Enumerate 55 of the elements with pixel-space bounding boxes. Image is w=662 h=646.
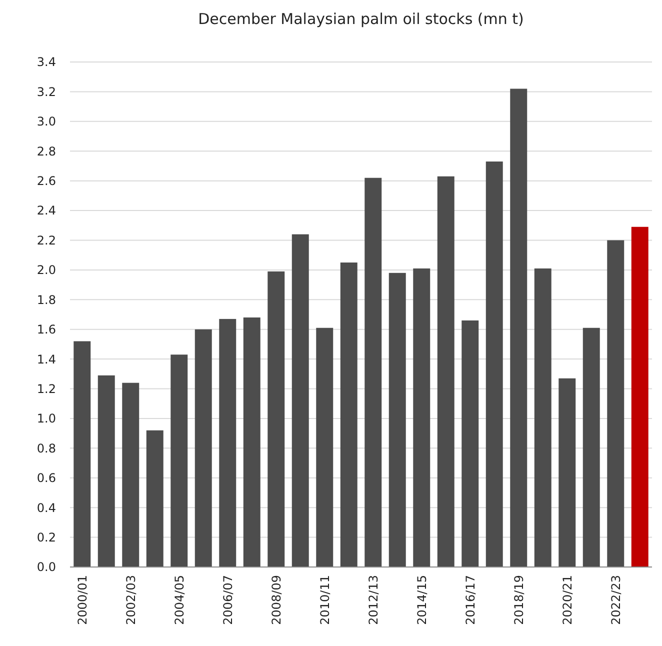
y-tick-label: 1.2	[36, 382, 56, 396]
bar	[558, 378, 576, 567]
bar	[292, 234, 309, 567]
bar	[631, 226, 648, 567]
y-tick-label: 1.4	[36, 352, 56, 366]
y-tick-label: 2.0	[36, 263, 56, 278]
x-tick-label: 2014/15	[414, 575, 429, 625]
y-tick-label: 2.4	[36, 204, 56, 218]
bar	[437, 176, 454, 567]
bar	[243, 317, 260, 567]
bar	[170, 354, 188, 567]
y-tick-label: 0.8	[36, 441, 56, 456]
x-tick-label: 2008/09	[269, 575, 284, 625]
x-tick-label: 2004/05	[172, 575, 186, 625]
x-tick-label: 2020/21	[560, 575, 574, 625]
x-tick-label: 2006/07	[220, 575, 235, 625]
y-tick-label: 0.4	[36, 500, 56, 515]
y-tick-label: 3.4	[36, 55, 56, 70]
y-tick-label: 2.2	[36, 233, 56, 248]
bar	[582, 328, 600, 567]
y-tick-label: 0.0	[36, 560, 56, 574]
bar	[74, 341, 91, 567]
bar	[534, 268, 552, 567]
bar	[194, 329, 212, 567]
bar	[388, 272, 406, 567]
y-tick-label: 0.2	[36, 530, 56, 544]
bar	[462, 320, 479, 567]
bar	[98, 375, 115, 567]
bar	[607, 240, 624, 567]
y-tick-label: 1.8	[36, 292, 56, 307]
y-tick-label: 3.0	[36, 114, 56, 129]
x-tick-label: 2022/23	[608, 575, 623, 625]
x-tick-label: 2002/03	[124, 575, 138, 625]
bar	[268, 271, 285, 567]
y-tick-label: 2.6	[36, 174, 56, 188]
y-tick-label: 1.0	[36, 412, 56, 426]
x-tick-label: 2000/01	[75, 575, 90, 625]
bar	[364, 178, 382, 567]
x-tick-label: 2018/19	[512, 575, 526, 625]
bar	[219, 318, 236, 567]
bar	[146, 430, 164, 567]
bar	[413, 268, 430, 567]
bar	[510, 88, 528, 567]
bar	[486, 162, 503, 567]
y-tick-label: 3.2	[36, 84, 56, 99]
chart-title: December Malaysian palm oil stocks (mn t)	[198, 10, 524, 28]
y-tick-label: 2.8	[36, 144, 56, 158]
bar	[122, 382, 140, 567]
x-tick-label: 2010/11	[318, 575, 332, 625]
bar	[340, 262, 358, 567]
y-tick-label: 1.6	[36, 322, 56, 337]
bar	[316, 328, 334, 567]
y-tick-label: 0.6	[36, 471, 56, 486]
x-tick-label: 2016/17	[463, 575, 478, 625]
x-tick-label: 2012/13	[366, 575, 380, 625]
